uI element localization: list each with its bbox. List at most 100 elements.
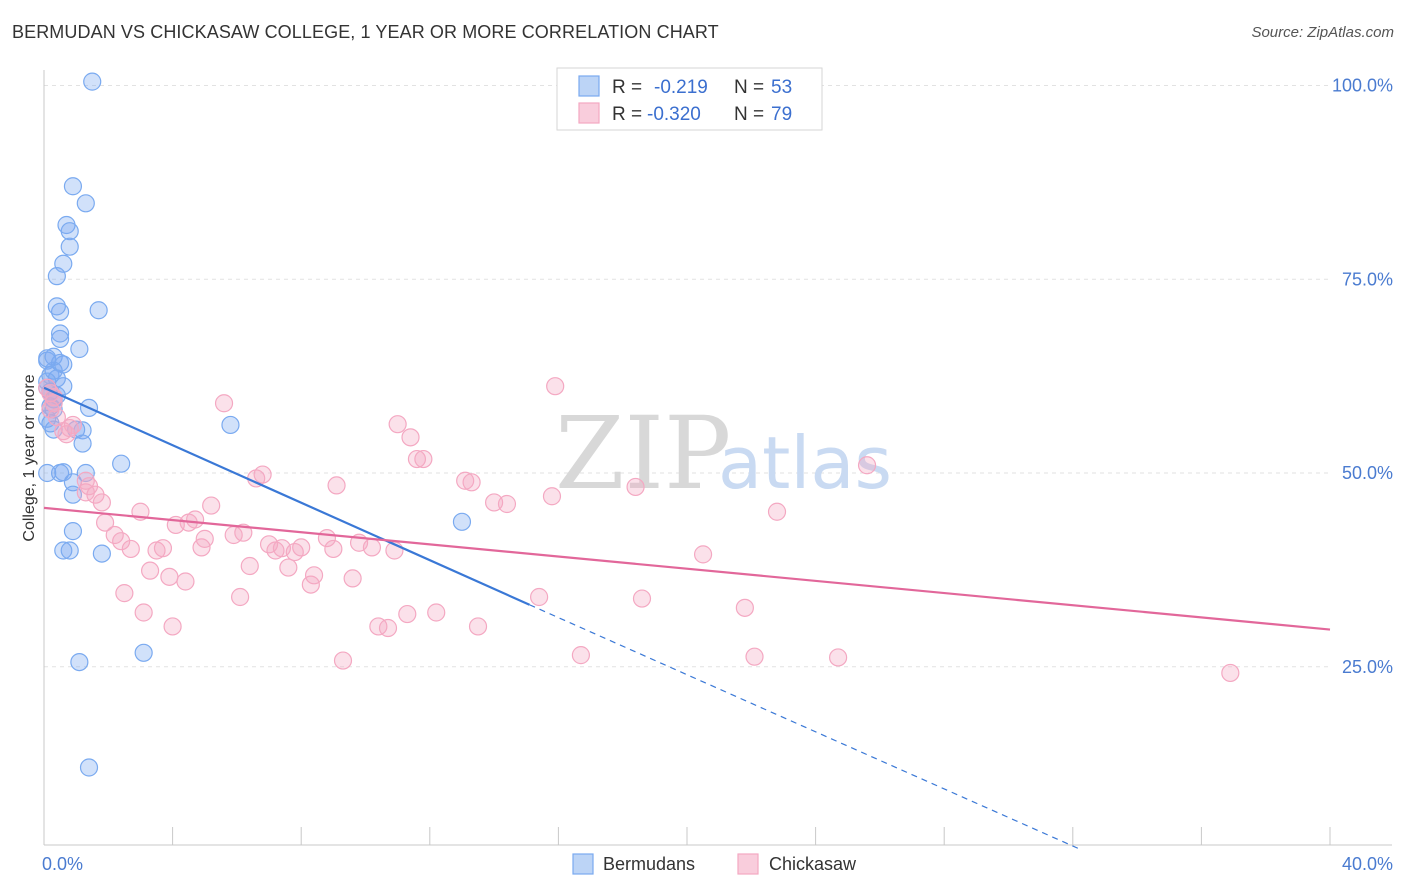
point-chickasaw-18 bbox=[121, 539, 140, 559]
bottom-legend-swatch-bermudans bbox=[572, 853, 594, 875]
point-chickasaw-79 bbox=[767, 502, 787, 521]
point-chickasaw-78 bbox=[745, 647, 764, 666]
point-bermudans-1 bbox=[63, 177, 83, 196]
point-chickasaw-21 bbox=[134, 603, 153, 622]
point-bermudans-49 bbox=[134, 643, 153, 662]
point-bermudans-48 bbox=[92, 544, 111, 563]
point-bermudans-4 bbox=[60, 222, 79, 241]
point-bermudans-35 bbox=[73, 434, 92, 453]
point-chickasaw-61 bbox=[401, 428, 420, 447]
point-chickasaw-26 bbox=[163, 617, 182, 636]
point-chickasaw-50 bbox=[324, 539, 343, 559]
point-chickasaw-82 bbox=[1221, 663, 1240, 683]
point-chickasaw-55 bbox=[362, 538, 382, 557]
point-bermudans-44 bbox=[452, 512, 472, 531]
point-bermudans-36 bbox=[221, 415, 240, 435]
trend-line-extension-bermudans bbox=[529, 604, 1080, 850]
point-bermudans-9 bbox=[50, 302, 70, 321]
point-chickasaw-65 bbox=[456, 471, 475, 490]
bottom-legend-chickasaw: Chickasaw bbox=[769, 854, 857, 874]
point-chickasaw-40 bbox=[253, 465, 272, 484]
watermark: ZIP atlas bbox=[555, 395, 892, 512]
point-bermudans-50 bbox=[70, 652, 89, 672]
point-chickasaw-72 bbox=[546, 377, 565, 396]
point-bermudans-47 bbox=[60, 541, 79, 560]
point-bermudans-2 bbox=[76, 194, 95, 213]
point-chickasaw-76 bbox=[693, 545, 713, 564]
grid-lines bbox=[44, 85, 1330, 668]
legend-swatch-bermudans bbox=[578, 75, 600, 97]
point-chickasaw-9 bbox=[63, 415, 83, 435]
point-bermudans-13 bbox=[70, 339, 89, 359]
point-chickasaw-75 bbox=[632, 589, 652, 608]
legend-r-value-1: -0.219 bbox=[654, 77, 708, 98]
legend-r-label-1: R = bbox=[612, 77, 642, 98]
point-chickasaw-73 bbox=[571, 646, 591, 665]
point-bermudans-5 bbox=[60, 237, 79, 256]
point-chickasaw-51 bbox=[327, 476, 346, 495]
legend-frame bbox=[556, 67, 823, 131]
point-chickasaw-52 bbox=[333, 651, 353, 670]
point-chickasaw-69 bbox=[497, 494, 517, 514]
legend-r-label-2: R = bbox=[612, 104, 642, 125]
point-chickasaw-32 bbox=[195, 529, 214, 548]
legend-r-value-2: -0.320 bbox=[647, 104, 701, 125]
tick-labels: 25.0% 50.0% 75.0% 100.0% 0.0% 40.0% bbox=[42, 76, 1393, 875]
point-chickasaw-80 bbox=[829, 648, 848, 667]
point-chickasaw-46 bbox=[292, 538, 311, 557]
point-chickasaw-25 bbox=[160, 567, 179, 586]
chart-title: BERMUDAN VS CHICKASAW COLLEGE, 1 YEAR OR… bbox=[12, 22, 719, 42]
point-chickasaw-34 bbox=[214, 394, 234, 413]
point-chickasaw-62 bbox=[407, 449, 427, 469]
point-chickasaw-38 bbox=[240, 556, 259, 576]
bottom-legend: Bermudans Chickasaw bbox=[572, 853, 857, 875]
axes bbox=[43, 70, 1392, 846]
point-chickasaw-74 bbox=[626, 477, 645, 497]
point-chickasaw-59 bbox=[388, 415, 407, 434]
point-chickasaw-28 bbox=[176, 572, 195, 591]
point-bermudans-37 bbox=[112, 454, 131, 473]
point-chickasaw-57 bbox=[378, 618, 398, 638]
point-chickasaw-24 bbox=[153, 539, 173, 558]
bottom-legend-bermudans: Bermudans bbox=[603, 854, 695, 874]
y-axis-label: College, 1 year or more bbox=[21, 374, 38, 541]
point-bermudans-12 bbox=[50, 329, 70, 349]
point-bermudans-8 bbox=[47, 297, 66, 316]
y-tick-label-75: 75.0% bbox=[1342, 269, 1393, 289]
point-chickasaw-17 bbox=[112, 532, 131, 551]
point-bermudans-11 bbox=[50, 324, 70, 343]
chart-source: Source: ZipAtlas.com bbox=[1251, 24, 1394, 41]
point-chickasaw-14 bbox=[92, 493, 111, 512]
watermark-zip-text: ZIP bbox=[555, 395, 731, 512]
point-chickasaw-37 bbox=[234, 523, 253, 542]
point-chickasaw-67 bbox=[468, 617, 488, 636]
legend-n-value-1: 53 bbox=[771, 77, 792, 98]
point-chickasaw-66 bbox=[462, 473, 481, 492]
point-bermudans-10 bbox=[89, 301, 108, 320]
legend-box: R = -0.219 N = 53 R = -0.320 N = 79 bbox=[556, 67, 823, 131]
point-chickasaw-36 bbox=[231, 587, 250, 607]
legend-swatch-chickasaw bbox=[578, 102, 600, 124]
point-bermudans-46 bbox=[54, 541, 73, 560]
point-chickasaw-48 bbox=[304, 566, 324, 585]
x-tick-label-0: 0.0% bbox=[42, 854, 83, 874]
point-bermudans-45 bbox=[63, 522, 83, 541]
y-tick-label-100: 100.0% bbox=[1332, 76, 1393, 96]
x-tick-label-40: 40.0% bbox=[1342, 854, 1393, 874]
point-chickasaw-8 bbox=[60, 418, 79, 438]
watermark-atlas-text: atlas bbox=[718, 421, 892, 505]
point-chickasaw-30 bbox=[186, 510, 205, 529]
point-chickasaw-44 bbox=[279, 558, 298, 577]
data-points bbox=[38, 72, 1240, 777]
point-bermudans-51 bbox=[79, 758, 99, 777]
trend-line-chickasaw bbox=[43, 506, 1331, 631]
point-chickasaw-70 bbox=[530, 587, 549, 607]
point-chickasaw-22 bbox=[140, 561, 160, 580]
trend-line-bermudans bbox=[43, 386, 530, 606]
legend-n-label-1: N = bbox=[734, 77, 764, 98]
point-chickasaw-64 bbox=[427, 603, 446, 622]
bottom-legend-swatch-chickasaw bbox=[737, 853, 759, 875]
point-bermudans-52 bbox=[38, 349, 57, 368]
point-chickasaw-77 bbox=[735, 598, 754, 617]
